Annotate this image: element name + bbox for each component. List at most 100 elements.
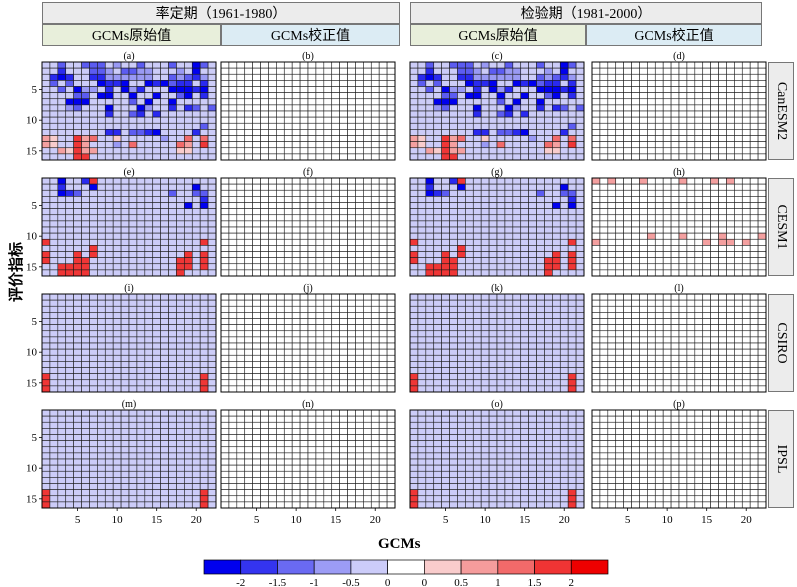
heatmap-cell: [268, 98, 277, 106]
heatmap-cell: [480, 61, 490, 69]
heatmap-cell: [291, 80, 301, 87]
heatmap-cell: [112, 226, 122, 234]
heatmap-cell: [370, 257, 380, 265]
heatmap-cell: [615, 269, 624, 277]
heatmap-cell: [647, 305, 656, 313]
heatmap-cell: [528, 324, 537, 332]
heatmap-cell: [552, 141, 561, 149]
heatmap-cell: [370, 238, 380, 246]
heatmap-cell: [678, 251, 688, 258]
heatmap-cell: [599, 196, 609, 203]
heatmap-cell: [73, 73, 82, 81]
heatmap-cell: [662, 220, 672, 228]
heatmap-cell: [89, 495, 98, 503]
heatmap-cell: [207, 477, 217, 484]
heatmap-cell: [544, 147, 553, 155]
heatmap-cell: [339, 196, 348, 203]
heatmap-cell: [104, 147, 114, 155]
heatmap-cell: [678, 324, 688, 332]
heatmap-cell: [160, 415, 169, 423]
heatmap-cell: [176, 477, 185, 484]
heatmap-cell: [220, 446, 230, 454]
heatmap-cell: [741, 312, 751, 319]
heatmap-cell: [276, 208, 285, 216]
heatmap-cell: [433, 245, 442, 252]
heatmap-cell: [639, 324, 648, 332]
heatmap-cell: [741, 348, 751, 356]
heatmap-cell: [41, 257, 51, 265]
heatmap-cell: [757, 226, 767, 234]
heatmap-cell: [252, 129, 261, 136]
heatmap-cell: [654, 202, 664, 209]
heatmap-cell: [160, 312, 169, 319]
heatmap-cell: [749, 183, 759, 191]
heatmap-cell: [378, 312, 388, 319]
heatmap-cell: [370, 98, 380, 106]
heatmap-cell: [260, 348, 269, 356]
heatmap-cell: [433, 293, 442, 301]
heatmap-cell: [425, 61, 435, 69]
y-tick-label: 5: [32, 200, 38, 212]
heatmap-cell: [160, 452, 169, 460]
heatmap-cell: [623, 348, 632, 356]
heatmap-cell: [386, 318, 396, 325]
heatmap-cell: [741, 251, 751, 258]
heatmap-cell: [504, 373, 514, 381]
heatmap-cell: [244, 98, 253, 106]
heatmap-cell: [504, 80, 514, 87]
heatmap-cell: [639, 110, 648, 118]
heatmap-cell: [276, 153, 285, 161]
heatmap-cell: [449, 318, 458, 325]
heatmap-cell: [734, 86, 743, 93]
heatmap-cell: [425, 336, 435, 344]
heatmap-cell: [528, 147, 537, 155]
heatmap-cell: [244, 421, 253, 429]
heatmap-cell: [104, 110, 114, 118]
heatmap-cell: [678, 67, 688, 75]
heatmap-cell: [128, 183, 138, 191]
heatmap-cell: [104, 324, 114, 332]
heatmap-cell: [347, 251, 356, 258]
heatmap-cell: [252, 214, 261, 222]
heatmap-cell: [544, 86, 553, 93]
heatmap-cell: [504, 305, 514, 313]
heatmap-cell: [639, 196, 648, 203]
heatmap-cell: [104, 440, 114, 448]
heatmap-cell: [65, 324, 74, 332]
heatmap-cell: [686, 116, 696, 124]
heatmap-cell: [662, 116, 672, 124]
heatmap-cell: [686, 299, 696, 307]
heatmap-cell: [199, 98, 209, 106]
heatmap-cell: [425, 196, 435, 203]
heatmap-cell: [575, 336, 585, 344]
heatmap-cell: [370, 312, 380, 319]
heatmap-cell: [73, 305, 82, 313]
heatmap-cell: [228, 312, 238, 319]
heatmap-cell: [199, 428, 209, 435]
heatmap-cell: [363, 489, 372, 497]
heatmap-cell: [120, 183, 130, 191]
heatmap-cell: [268, 342, 277, 350]
heatmap-cell: [504, 354, 514, 362]
heatmap-cell: [417, 305, 427, 313]
heatmap-cell: [315, 80, 325, 87]
heatmap-cell: [370, 299, 380, 307]
heatmap-cell: [670, 245, 680, 252]
heatmap-cell: [370, 452, 380, 460]
heatmap-cell: [49, 299, 59, 307]
heatmap-cell: [457, 153, 466, 161]
heatmap-cell: [112, 361, 122, 368]
heatmap-cell: [73, 92, 82, 100]
heatmap-cell: [433, 361, 442, 368]
heatmap-cell: [136, 477, 146, 484]
heatmap-cell: [176, 80, 185, 87]
heatmap-cell: [331, 214, 340, 222]
heatmap-cell: [536, 196, 545, 203]
heatmap-cell: [49, 189, 59, 197]
heatmap-cell: [654, 330, 664, 338]
heatmap-cell: [607, 104, 617, 112]
x-axis-label: GCMs: [378, 536, 421, 552]
heatmap-cell: [520, 104, 529, 112]
heatmap-cell: [57, 135, 67, 142]
heatmap-cell: [120, 342, 130, 350]
